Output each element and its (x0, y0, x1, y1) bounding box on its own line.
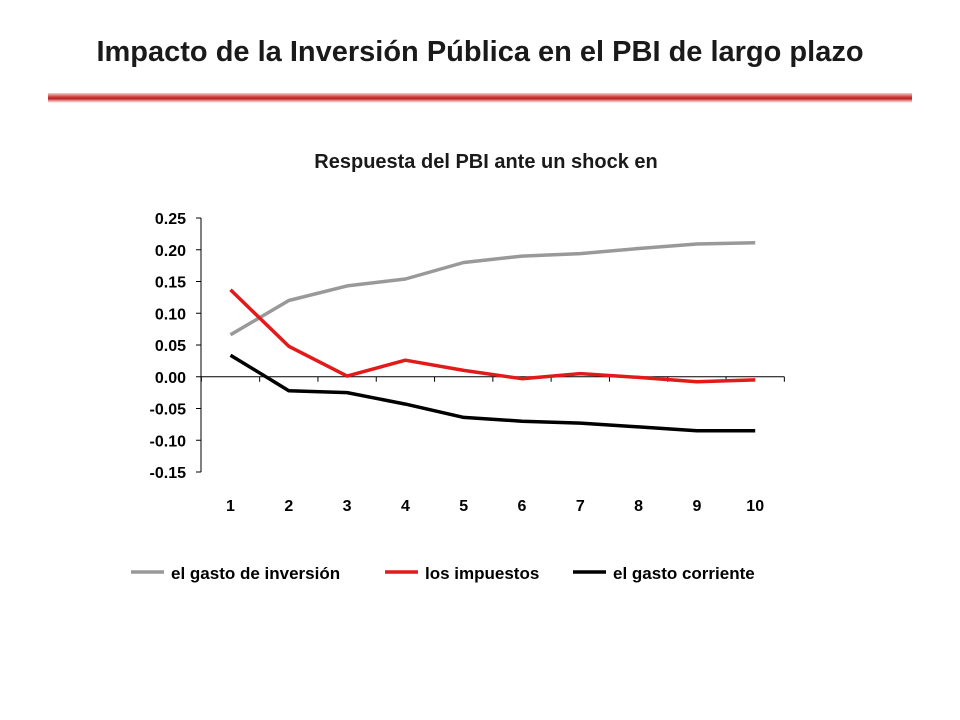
legend: el gasto de inversión los impuestos el gas… (131, 564, 755, 583)
series-line-2 (229, 288, 756, 384)
x-tick-label: 10 (746, 498, 764, 515)
y-tick-label: 0.20 (155, 243, 186, 260)
legend-label-2: los impuestos (425, 564, 539, 583)
y-tick-label: 0.15 (155, 275, 186, 292)
legend-label-3: el gasto corriente (613, 564, 755, 583)
y-tick-label: -0.15 (150, 465, 187, 482)
x-tick-label: 5 (459, 498, 468, 515)
x-tick-label: 2 (284, 498, 293, 515)
y-tick-label: 0.00 (155, 370, 186, 387)
x-tick-labels: 1 2 3 4 5 6 7 8 9 10 (226, 498, 764, 515)
x-tick-label: 3 (343, 498, 352, 515)
x-tick-label: 1 (226, 498, 235, 515)
x-tick-label: 7 (576, 498, 585, 515)
series-lines (229, 241, 756, 433)
chart-title: Respuesta del PBI ante un shock en (314, 151, 658, 173)
x-tick-label: 9 (692, 498, 701, 515)
y-tick-labels: 0.25 0.20 0.15 0.10 0.05 0.00 -0.05 -0.10 -0.15 (150, 211, 187, 482)
chart-axes (196, 217, 785, 473)
slide-title: Impacto de la Inversión Pública en el PB… (96, 36, 864, 68)
y-tick-label: -0.05 (150, 402, 187, 419)
x-tick-label: 4 (401, 498, 410, 515)
x-tick-label: 6 (518, 498, 527, 515)
series-line-3 (229, 353, 756, 433)
series-line-1 (229, 241, 756, 337)
y-tick-label: 0.25 (155, 211, 186, 228)
y-tick-label: -0.10 (150, 433, 187, 450)
legend-label-1: el gasto de inversión (171, 564, 340, 583)
x-tick-label: 8 (634, 498, 643, 515)
y-tick-label: 0.05 (155, 338, 186, 355)
y-tick-label: 0.10 (155, 306, 186, 323)
title-divider (48, 93, 912, 103)
